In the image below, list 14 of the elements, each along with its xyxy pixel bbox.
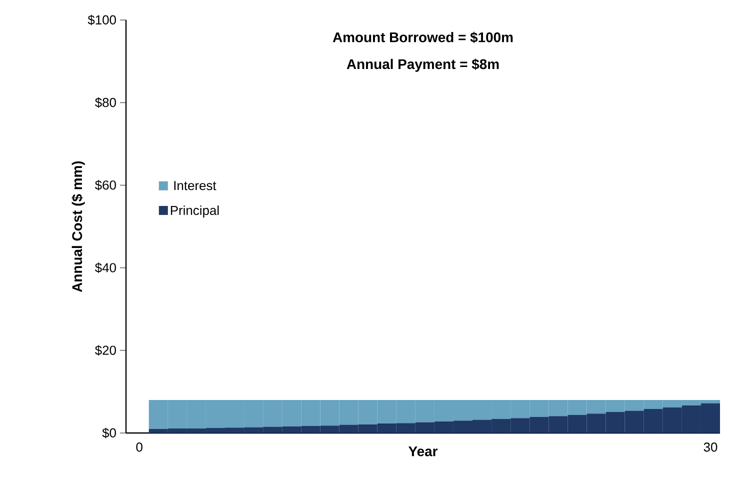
legend-label: Interest bbox=[174, 181, 216, 190]
y-tick-label: $80 bbox=[95, 97, 116, 108]
text: Amount Borrowed = $100m bbox=[332, 32, 513, 44]
x-tick-label: 30 bbox=[704, 442, 718, 452]
text: Annual Payment = $8m bbox=[346, 58, 499, 72]
y-tick-label: $100 bbox=[88, 14, 116, 26]
x-axis-title: Year bbox=[408, 446, 438, 456]
y-tick-label: $20 bbox=[95, 345, 116, 356]
y-tick-label: $60 bbox=[95, 180, 116, 190]
y-tick-label: $40 bbox=[95, 262, 116, 274]
y-tick-label: $0 bbox=[102, 428, 116, 438]
x-tick-label: 0 bbox=[136, 442, 142, 452]
legend-label: Principal bbox=[170, 206, 219, 218]
y-axis-title: Annual Cost ($ mm) bbox=[72, 161, 85, 292]
